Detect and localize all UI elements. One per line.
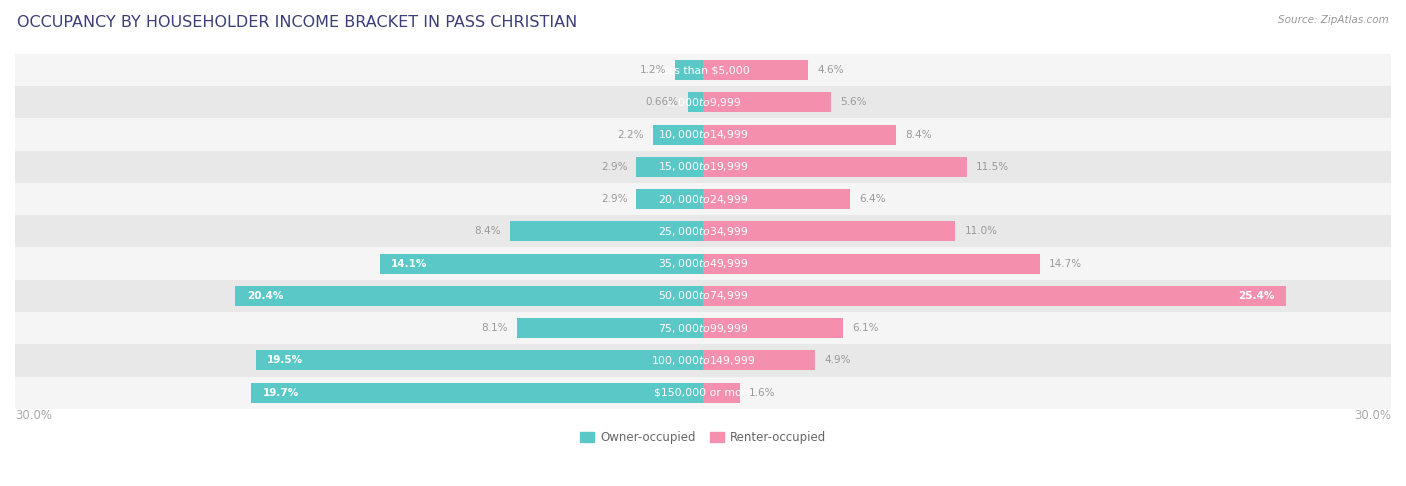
- Bar: [517, 318, 703, 338]
- Text: 11.0%: 11.0%: [965, 226, 997, 236]
- Bar: [15, 377, 1391, 409]
- Text: $35,000 to $49,999: $35,000 to $49,999: [658, 257, 748, 270]
- Bar: [675, 60, 703, 80]
- Text: $25,000 to $34,999: $25,000 to $34,999: [658, 225, 748, 238]
- Bar: [380, 254, 703, 274]
- Text: 0.66%: 0.66%: [645, 97, 679, 107]
- Bar: [15, 312, 1391, 344]
- Bar: [637, 189, 703, 209]
- Text: 8.1%: 8.1%: [482, 323, 508, 333]
- Text: 2.9%: 2.9%: [600, 194, 627, 204]
- Text: 2.9%: 2.9%: [600, 162, 627, 172]
- Bar: [235, 286, 703, 306]
- Text: 19.7%: 19.7%: [263, 388, 299, 398]
- Text: $10,000 to $14,999: $10,000 to $14,999: [658, 128, 748, 141]
- Text: 11.5%: 11.5%: [976, 162, 1010, 172]
- Bar: [703, 350, 815, 370]
- Text: OCCUPANCY BY HOUSEHOLDER INCOME BRACKET IN PASS CHRISTIAN: OCCUPANCY BY HOUSEHOLDER INCOME BRACKET …: [17, 15, 576, 30]
- Bar: [703, 286, 1285, 306]
- Text: 5.6%: 5.6%: [841, 97, 868, 107]
- Bar: [703, 92, 831, 112]
- Bar: [703, 157, 967, 177]
- Text: 14.7%: 14.7%: [1049, 259, 1083, 269]
- Text: $100,000 to $149,999: $100,000 to $149,999: [651, 354, 755, 367]
- Bar: [703, 382, 740, 403]
- Text: 6.4%: 6.4%: [859, 194, 886, 204]
- Text: $5,000 to $9,999: $5,000 to $9,999: [665, 96, 741, 109]
- Text: 14.1%: 14.1%: [391, 259, 427, 269]
- Text: 25.4%: 25.4%: [1237, 291, 1274, 301]
- Text: $75,000 to $99,999: $75,000 to $99,999: [658, 322, 748, 335]
- Text: 19.5%: 19.5%: [267, 355, 304, 365]
- Bar: [652, 124, 703, 144]
- Bar: [703, 254, 1040, 274]
- Bar: [15, 280, 1391, 312]
- Text: 30.0%: 30.0%: [15, 409, 52, 422]
- Bar: [688, 92, 703, 112]
- Text: $150,000 or more: $150,000 or more: [654, 388, 752, 398]
- Bar: [703, 221, 955, 242]
- Text: 1.6%: 1.6%: [749, 388, 775, 398]
- Bar: [15, 119, 1391, 151]
- Text: 30.0%: 30.0%: [1354, 409, 1391, 422]
- Bar: [703, 124, 896, 144]
- Bar: [15, 344, 1391, 377]
- Bar: [703, 189, 849, 209]
- Bar: [510, 221, 703, 242]
- Text: Less than $5,000: Less than $5,000: [657, 65, 749, 75]
- Text: 6.1%: 6.1%: [852, 323, 879, 333]
- Bar: [15, 54, 1391, 86]
- Bar: [637, 157, 703, 177]
- Text: 20.4%: 20.4%: [246, 291, 283, 301]
- Text: 8.4%: 8.4%: [475, 226, 501, 236]
- Text: $50,000 to $74,999: $50,000 to $74,999: [658, 289, 748, 302]
- Bar: [703, 318, 842, 338]
- Text: Source: ZipAtlas.com: Source: ZipAtlas.com: [1278, 15, 1389, 25]
- Bar: [703, 60, 808, 80]
- Text: 2.2%: 2.2%: [617, 130, 644, 139]
- Text: 4.6%: 4.6%: [818, 65, 844, 75]
- Bar: [15, 86, 1391, 119]
- Bar: [15, 215, 1391, 247]
- Legend: Owner-occupied, Renter-occupied: Owner-occupied, Renter-occupied: [575, 427, 831, 449]
- Text: 8.4%: 8.4%: [905, 130, 931, 139]
- Bar: [15, 183, 1391, 215]
- Text: 4.9%: 4.9%: [824, 355, 851, 365]
- Bar: [15, 151, 1391, 183]
- Bar: [15, 247, 1391, 280]
- Text: 1.2%: 1.2%: [640, 65, 666, 75]
- Text: $20,000 to $24,999: $20,000 to $24,999: [658, 192, 748, 206]
- Bar: [256, 350, 703, 370]
- Bar: [252, 382, 703, 403]
- Text: $15,000 to $19,999: $15,000 to $19,999: [658, 160, 748, 174]
